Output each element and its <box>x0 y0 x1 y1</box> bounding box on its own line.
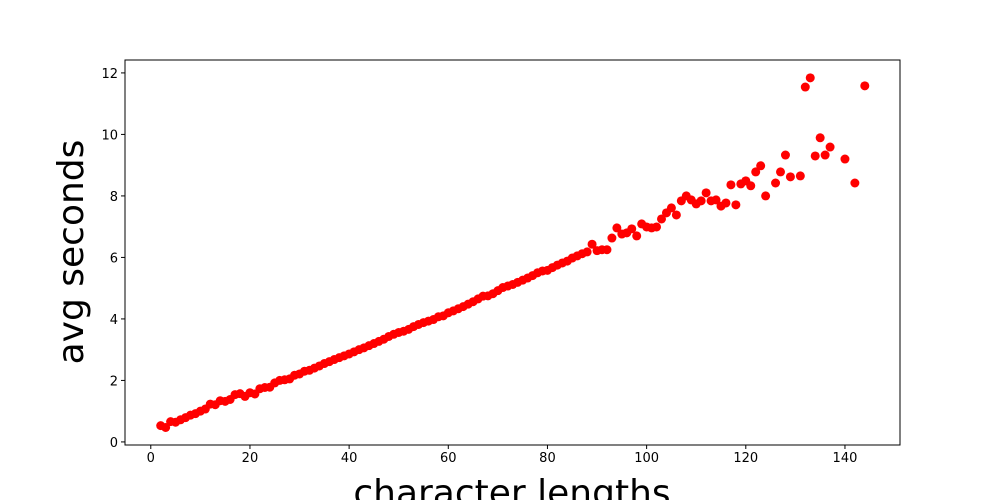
point <box>701 188 711 198</box>
point <box>800 82 810 92</box>
point <box>602 245 612 255</box>
point <box>671 210 681 220</box>
point <box>657 214 667 224</box>
point <box>780 150 790 160</box>
point <box>746 181 756 191</box>
plot-frame <box>124 59 901 446</box>
point <box>731 200 741 210</box>
point <box>756 161 766 171</box>
point <box>607 233 617 243</box>
point <box>612 223 622 233</box>
y-tick-label: 4 <box>110 313 118 328</box>
point <box>726 180 736 190</box>
x-tick-label: 80 <box>539 451 556 466</box>
x-tick-label: 60 <box>440 451 457 466</box>
point <box>711 195 721 205</box>
point <box>771 178 781 188</box>
y-tick-label: 10 <box>101 128 118 143</box>
x-tick-label: 140 <box>833 451 858 466</box>
point <box>860 81 870 91</box>
point <box>820 150 830 160</box>
point <box>785 172 795 182</box>
y-tick-label: 12 <box>101 67 118 82</box>
x-axis-label: character lengths <box>353 473 670 500</box>
x-tick-label: 20 <box>242 451 259 466</box>
point <box>805 73 815 83</box>
y-tick-label: 8 <box>110 190 118 205</box>
y-tick-label: 0 <box>110 436 118 451</box>
point <box>652 222 662 232</box>
point <box>582 247 592 257</box>
point <box>776 167 786 177</box>
y-tick-label: 6 <box>110 251 118 266</box>
point <box>632 231 642 241</box>
point <box>825 142 835 152</box>
point <box>587 239 597 249</box>
point <box>627 224 637 234</box>
x-tick-label: 100 <box>634 451 659 466</box>
point <box>850 178 860 188</box>
point <box>721 198 731 208</box>
y-tick-label: 2 <box>110 374 118 389</box>
x-tick-label: 40 <box>341 451 358 466</box>
point <box>795 171 805 181</box>
point <box>751 167 761 177</box>
x-tick-label: 0 <box>147 451 155 466</box>
point <box>810 151 820 161</box>
point <box>696 196 706 206</box>
point <box>761 191 771 201</box>
x-tick-label: 120 <box>733 451 758 466</box>
point <box>815 133 825 143</box>
point <box>840 154 850 164</box>
y-axis-label: avg seconds <box>51 140 92 365</box>
point <box>666 203 676 213</box>
